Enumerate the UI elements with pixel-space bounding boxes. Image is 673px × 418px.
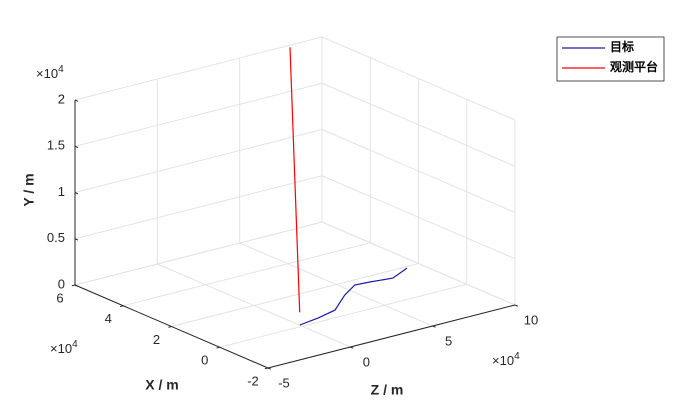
x-multiplier-power: 4: [72, 339, 78, 350]
z-tick: [350, 346, 354, 349]
x-tick-label: 4: [105, 311, 112, 326]
x-tick: [168, 326, 172, 328]
y-tick-label: 0: [58, 276, 65, 291]
x-axis-label: X / m: [145, 377, 178, 393]
z-tick: [514, 304, 519, 307]
z-multiplier-base: ×10: [492, 353, 514, 368]
series-line: [289, 47, 301, 313]
grid-line: [321, 221, 516, 306]
y-tick-label: 1.5: [47, 138, 65, 153]
grid-line: [321, 36, 516, 121]
legend-label: 目标: [610, 39, 634, 54]
z-tick: [267, 367, 272, 370]
grid-line: [321, 129, 516, 213]
y-multiplier: ×104: [36, 64, 64, 82]
y-tick: [74, 99, 79, 102]
grid-line: [74, 175, 323, 240]
z-tick-label: -5: [278, 375, 290, 390]
y-multiplier-power: 4: [58, 64, 64, 75]
x-multiplier-base: ×10: [50, 341, 72, 356]
x-tick-label: 0: [201, 353, 208, 368]
grid-line: [74, 129, 323, 193]
grid-line: [321, 82, 516, 167]
y-tick: [74, 284, 79, 287]
grid-line: [171, 263, 419, 327]
x-tick-label: 6: [56, 290, 63, 305]
z-multiplier-power: 4: [514, 351, 520, 362]
z-axis-label: Z / m: [371, 382, 404, 398]
grid-line: [74, 36, 323, 101]
z-multiplier: ×104: [492, 351, 520, 369]
grid-line: [219, 283, 467, 348]
z-tick: [432, 325, 436, 328]
legend-label: 观测平台: [610, 59, 658, 74]
z-tick-label: 5: [445, 333, 452, 348]
grid-line: [123, 242, 371, 307]
y-tick: [74, 192, 79, 195]
x-tick: [119, 305, 124, 308]
y-tick-label: 0.5: [47, 230, 65, 245]
grid-line: [74, 82, 323, 147]
legend-box: [556, 36, 665, 82]
x-tick-label: -2: [247, 373, 259, 388]
x-tick: [216, 346, 220, 349]
x-tick: [71, 284, 76, 287]
grid-line: [74, 221, 323, 286]
axis-line: [267, 304, 516, 369]
z-tick-label: 0: [363, 354, 370, 369]
x-multiplier: ×104: [50, 339, 78, 357]
grid-line: [239, 242, 433, 327]
grid-line: [157, 263, 351, 348]
y-tick: [74, 145, 79, 149]
series-line: [299, 267, 408, 326]
y-tick-label: 1: [58, 184, 65, 199]
y-multiplier-base: ×10: [36, 66, 58, 81]
y-tick-label: 2: [58, 91, 65, 106]
z-tick-label: 10: [524, 312, 538, 327]
y-tick: [74, 238, 79, 241]
y-axis-label: Y / m: [21, 173, 37, 206]
grid-line: [321, 175, 516, 260]
x-tick-label: 2: [153, 332, 160, 347]
x-tick: [264, 367, 269, 370]
